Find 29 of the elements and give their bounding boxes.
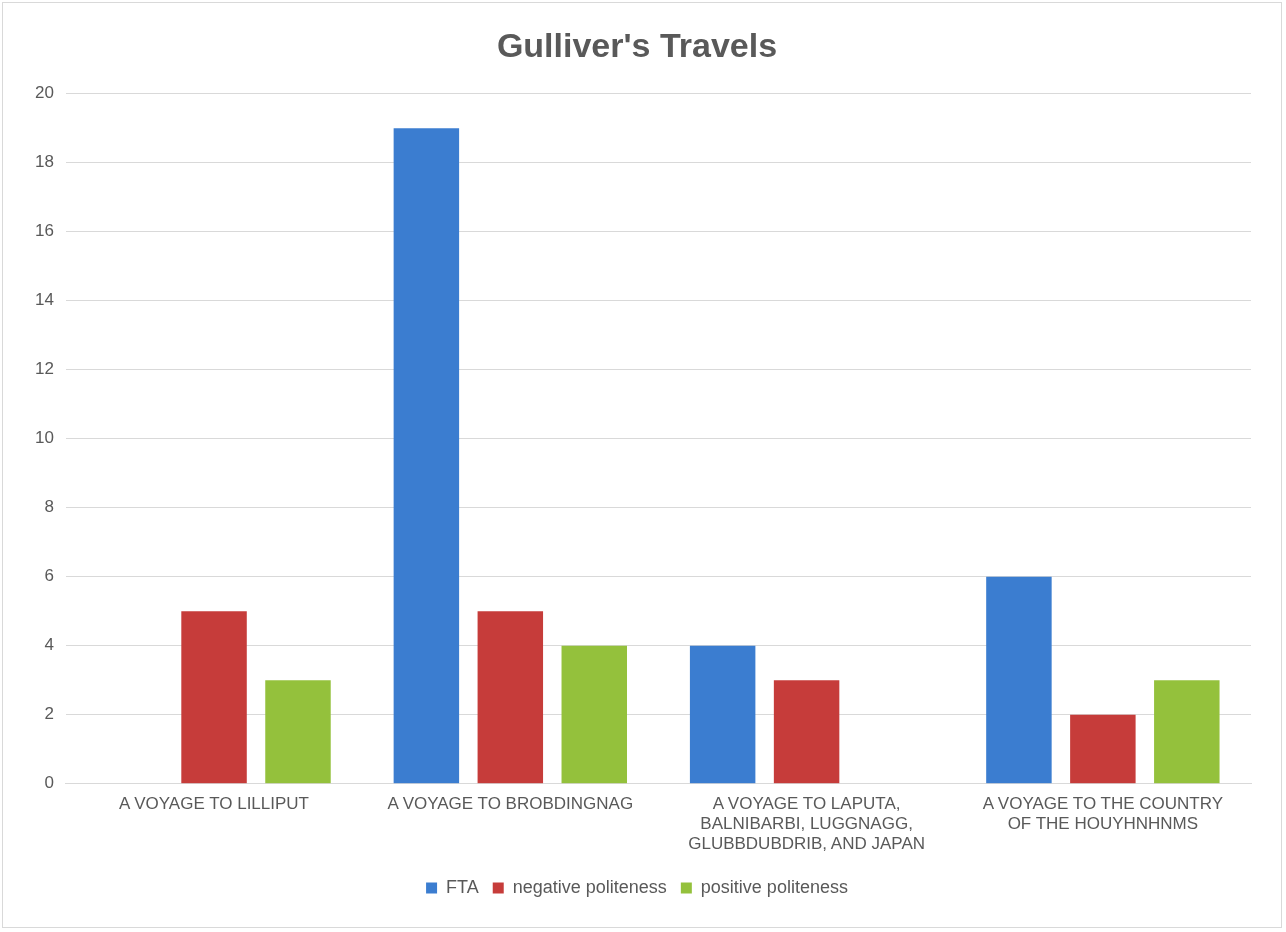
y-tick-label: 8 [44, 497, 54, 517]
legend-label: negative politeness [512, 876, 667, 897]
bar [265, 680, 331, 784]
y-tick-label: 18 [34, 152, 54, 172]
bar [477, 611, 544, 784]
bar [986, 576, 1052, 784]
x-tick-label: A VOYAGE TO LILLIPUT [119, 793, 310, 813]
chart-title: Gulliver's Travels [496, 25, 778, 64]
y-tick-label: 12 [34, 359, 54, 379]
y-tick-label: 4 [44, 635, 54, 655]
bar [181, 611, 247, 784]
x-tick-label: A VOYAGE TO THE COUNTRY OF THE HOUYHNHNMS [982, 793, 1223, 834]
y-tick-label: 0 [44, 773, 54, 793]
bar [773, 680, 840, 784]
y-tick-label: 20 [34, 83, 54, 103]
y-tick-label: 2 [44, 704, 54, 724]
bar [689, 645, 756, 784]
bar [561, 645, 627, 784]
y-tick-label: 6 [44, 566, 54, 586]
bar [393, 128, 460, 784]
y-tick-label: 10 [34, 428, 54, 448]
x-tick-label: A VOYAGE TO LAPUTA, BALNIBARBI, LUGGNAGG, GLUBBDUBDRIB, AND JAPAN [688, 793, 925, 854]
x-tick-label: A VOYAGE TO BROBDINGNAG [387, 793, 634, 813]
bar [1154, 680, 1220, 784]
legend-label: FTA [446, 876, 479, 897]
y-tick-label: 14 [34, 290, 54, 310]
y-tick-label: 16 [34, 221, 54, 241]
bar [1070, 714, 1136, 784]
legend-label: positive politeness [700, 876, 848, 897]
